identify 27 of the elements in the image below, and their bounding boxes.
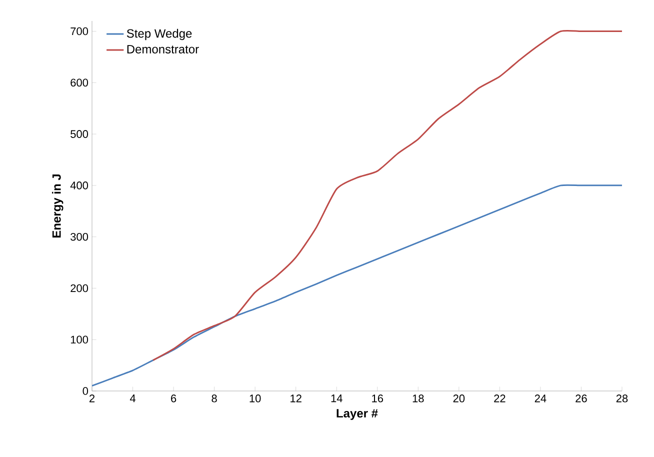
x-tick-label: 24 xyxy=(534,394,546,402)
x-tick-label: 6 xyxy=(171,394,176,402)
y-tick-label: 500 xyxy=(70,130,88,138)
x-tick-label: 14 xyxy=(331,394,342,402)
y-tick-label: 700 xyxy=(70,27,88,36)
x-tick-label: 12 xyxy=(290,394,302,402)
x-tick-label: 18 xyxy=(412,394,424,402)
x-tick-label: 10 xyxy=(250,394,261,402)
legend-label: Demonstrator xyxy=(127,45,199,54)
x-tick-label: 16 xyxy=(372,394,384,402)
x-tick-label: 28 xyxy=(616,394,628,402)
x-axis-title: Layer # xyxy=(336,409,378,420)
x-tick-label: 22 xyxy=(494,394,506,402)
legend-label: Step Wedge xyxy=(126,28,192,40)
y-axis-title: Energy in J xyxy=(52,174,64,238)
y-tick-label: 400 xyxy=(70,182,88,190)
line-series xyxy=(92,184,622,387)
x-tick-label: 26 xyxy=(576,394,587,402)
x-tick-label: 20 xyxy=(453,394,465,402)
x-tick-label: 8 xyxy=(212,394,217,402)
y-tick-label: 100 xyxy=(70,336,88,344)
y-tick-label: 200 xyxy=(70,284,88,292)
x-tick-label: 2 xyxy=(89,394,95,402)
y-tick-label: 0 xyxy=(82,387,88,395)
y-tick-label: 600 xyxy=(70,78,88,87)
x-tick-label: 4 xyxy=(130,394,136,402)
y-tick-label: 300 xyxy=(70,232,88,241)
